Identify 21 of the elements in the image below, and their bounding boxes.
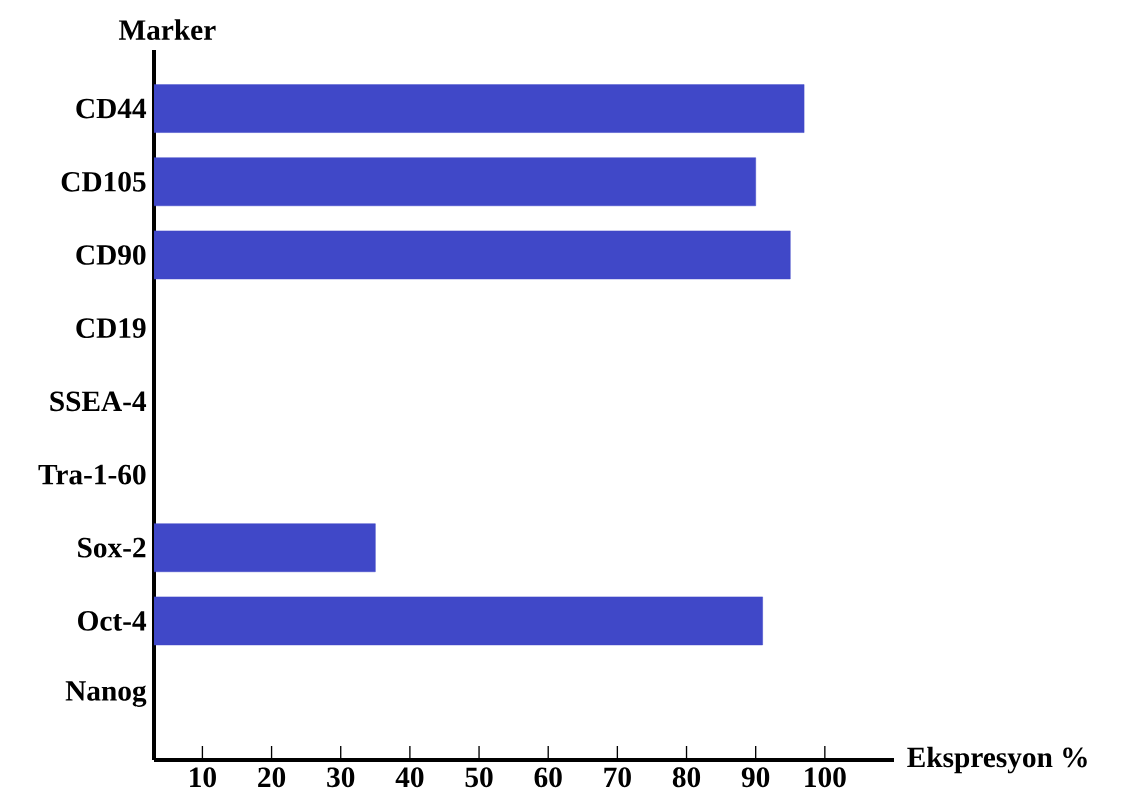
y-tick-label: CD105 xyxy=(61,171,146,192)
y-tick-label: CD44 xyxy=(76,98,147,119)
y-tick-label: SSEA-4 xyxy=(50,391,147,412)
x-tick-label: 30 xyxy=(327,767,355,788)
y-tick-label: Nanog xyxy=(65,681,147,707)
x-tick-label: 10 xyxy=(190,767,216,788)
y-tick-label: Sox-2 xyxy=(78,537,146,558)
y-tick-label: CD90 xyxy=(76,245,146,265)
y-axis-title: Marker xyxy=(118,19,216,40)
x-tick-label: 20 xyxy=(258,767,286,788)
x-tick-label: 50 xyxy=(465,767,493,788)
x-axis-title: Ekspresyon % xyxy=(907,746,1087,774)
x-tick-label: 80 xyxy=(672,767,701,788)
x-tick-label: 90 xyxy=(741,767,770,788)
x-tick-label: 70 xyxy=(604,767,631,788)
y-tick-label: Tra-1-60 xyxy=(38,464,146,485)
y-tick-label: CD19 xyxy=(76,318,146,338)
x-tick-label: 40 xyxy=(395,767,424,788)
x-tick-label: 100 xyxy=(805,767,846,788)
x-tick-label: 60 xyxy=(534,767,562,788)
y-tick-label: Oct-4 xyxy=(78,611,147,631)
